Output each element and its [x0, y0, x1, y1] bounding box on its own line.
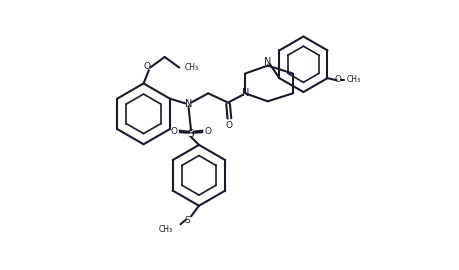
Text: N: N — [241, 88, 249, 98]
Text: O: O — [171, 127, 178, 136]
Text: CH₃: CH₃ — [347, 75, 361, 84]
Text: CH₃: CH₃ — [185, 63, 199, 72]
Text: S: S — [184, 216, 190, 225]
Text: N: N — [185, 99, 192, 109]
Text: O: O — [226, 122, 233, 130]
Text: O: O — [144, 62, 151, 71]
Text: O: O — [335, 75, 342, 84]
Text: N: N — [264, 58, 271, 68]
Text: CH₃: CH₃ — [159, 225, 173, 234]
Text: O: O — [204, 127, 211, 136]
Text: S: S — [188, 129, 194, 139]
